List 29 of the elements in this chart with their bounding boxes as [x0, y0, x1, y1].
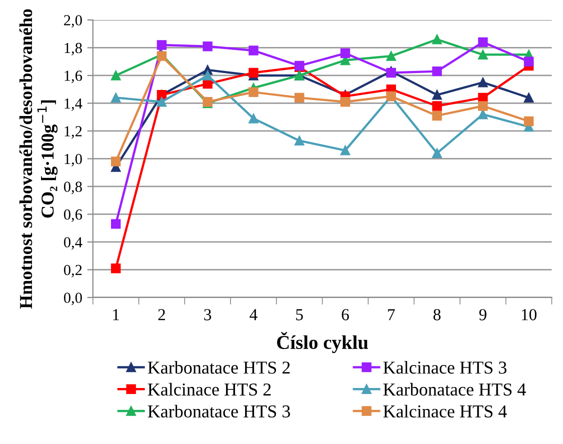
legend-label: Kalcinace HTS 2: [148, 382, 271, 396]
x-tick-label: 3: [204, 309, 212, 320]
y-tick-label: 0,0: [64, 292, 82, 306]
x-tick-label: 2: [158, 309, 165, 320]
x-tick-label: 1: [113, 309, 120, 320]
legend-label: Karbonatace HTS 3: [148, 404, 290, 418]
x-tick-label: 8: [433, 309, 441, 320]
y-tick-label: 1,4: [64, 98, 82, 111]
x-tick-label: 5: [296, 309, 303, 320]
y-tick-label: 1,8: [64, 42, 82, 56]
legend-label: Karbonatace HTS 2: [148, 361, 290, 374]
legend-label: Kalcinace HTS 4: [383, 404, 507, 418]
x-tick-label: 10: [522, 309, 536, 320]
y-tick-label: 0,8: [64, 182, 82, 194]
y-tick-label: 0,4: [64, 237, 82, 250]
y-tick-label: 1,2: [64, 126, 82, 139]
legend-label: Kalcinace HTS 3: [383, 361, 506, 374]
x-tick-label: 6: [342, 309, 349, 320]
x-tick-label: 7: [388, 309, 395, 320]
y-tick-label: 0,2: [64, 264, 82, 278]
y-tick-label: 1,6: [64, 70, 82, 84]
y-tick-label: 0,6: [64, 209, 82, 222]
y-tick-label: 2,0: [64, 15, 82, 28]
y-axis-title: Hmotnost sorbovaného/desorbovaného CO₂ [g·100g$^{−1}$]: [19, 9, 58, 309]
y-tick-label: 1,0: [64, 154, 82, 166]
legend-label: Karbonatace HTS 4: [383, 382, 526, 396]
x-tick-label: 4: [250, 309, 258, 320]
x-tick-label: 9: [479, 309, 486, 320]
x-axis-title: Číslo cyklu: [277, 332, 368, 354]
